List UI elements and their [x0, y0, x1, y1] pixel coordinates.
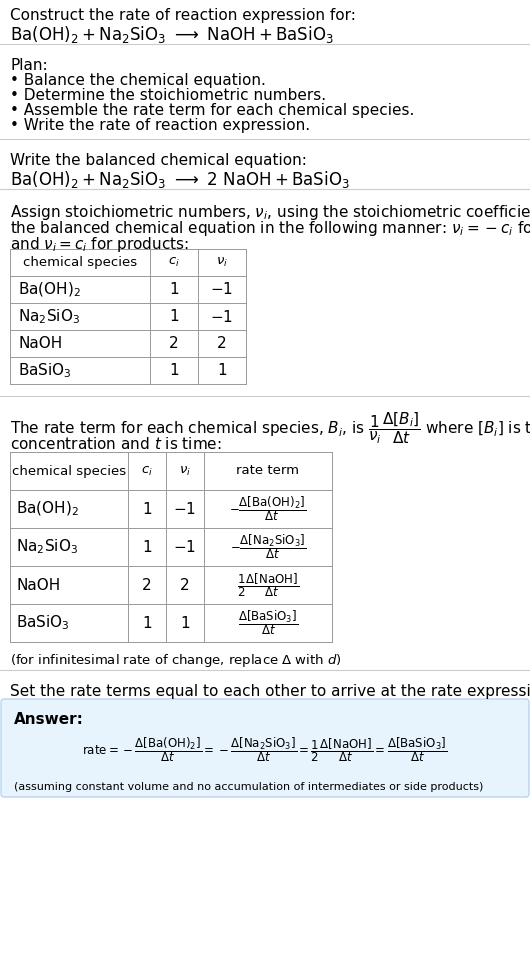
Text: $\dfrac{\Delta[\mathrm{BaSiO_3}]}{\Delta t}$: $\dfrac{\Delta[\mathrm{BaSiO_3}]}{\Delta… [238, 609, 298, 637]
Text: Write the balanced chemical equation:: Write the balanced chemical equation: [10, 153, 307, 168]
Text: The rate term for each chemical species, $B_i$, is $\dfrac{1}{\nu_i}\dfrac{\Delt: The rate term for each chemical species,… [10, 410, 530, 446]
Text: • Balance the chemical equation.: • Balance the chemical equation. [10, 73, 266, 88]
Text: 1: 1 [169, 363, 179, 378]
Text: $-1$: $-1$ [210, 308, 234, 324]
Text: 1: 1 [142, 616, 152, 630]
Text: $\mathrm{Ba(OH)_2 + Na_2SiO_3 \ \longrightarrow \ NaOH + BaSiO_3}$: $\mathrm{Ba(OH)_2 + Na_2SiO_3 \ \longrig… [10, 24, 334, 45]
Text: NaOH: NaOH [18, 336, 62, 351]
Text: $\dfrac{1}{2}\dfrac{\Delta[\mathrm{NaOH}]}{\Delta t}$: $\dfrac{1}{2}\dfrac{\Delta[\mathrm{NaOH}… [237, 571, 299, 599]
Text: rate term: rate term [236, 465, 299, 477]
Text: Set the rate terms equal to each other to arrive at the rate expression:: Set the rate terms equal to each other t… [10, 684, 530, 699]
Text: 1: 1 [180, 616, 190, 630]
Text: • Assemble the rate term for each chemical species.: • Assemble the rate term for each chemic… [10, 103, 414, 118]
Text: $\nu_i$: $\nu_i$ [216, 256, 228, 269]
Text: NaOH: NaOH [16, 578, 60, 592]
Text: 1: 1 [142, 540, 152, 554]
Text: 2: 2 [142, 578, 152, 592]
Text: chemical species: chemical species [12, 465, 126, 477]
Text: $-1$: $-1$ [173, 501, 197, 517]
Text: 1: 1 [217, 363, 227, 378]
Text: (for infinitesimal rate of change, replace $\Delta$ with $d$): (for infinitesimal rate of change, repla… [10, 652, 342, 669]
Text: concentration and $t$ is time:: concentration and $t$ is time: [10, 436, 222, 452]
Text: $\mathrm{Ba(OH)_2}$: $\mathrm{Ba(OH)_2}$ [16, 500, 79, 518]
Text: 2: 2 [180, 578, 190, 592]
Text: $\mathrm{Ba(OH)_2 + Na_2SiO_3 \ \longrightarrow \ 2 \ NaOH + BaSiO_3}$: $\mathrm{Ba(OH)_2 + Na_2SiO_3 \ \longrig… [10, 169, 350, 190]
Text: • Write the rate of reaction expression.: • Write the rate of reaction expression. [10, 118, 310, 133]
Text: Assign stoichiometric numbers, $\nu_i$, using the stoichiometric coefficients, $: Assign stoichiometric numbers, $\nu_i$, … [10, 203, 530, 222]
Text: chemical species: chemical species [23, 256, 137, 269]
Text: $-\dfrac{\Delta[\mathrm{Na_2SiO_3}]}{\Delta t}$: $-\dfrac{\Delta[\mathrm{Na_2SiO_3}]}{\De… [230, 533, 306, 561]
FancyBboxPatch shape [1, 699, 529, 797]
Text: and $\nu_i = c_i$ for products:: and $\nu_i = c_i$ for products: [10, 235, 189, 254]
Text: 2: 2 [169, 336, 179, 351]
Text: $\mathrm{rate} = -\dfrac{\Delta[\mathrm{Ba(OH)_2}]}{\Delta t} = -\dfrac{\Delta[\: $\mathrm{rate} = -\dfrac{\Delta[\mathrm{… [82, 736, 448, 764]
Text: $-1$: $-1$ [173, 539, 197, 555]
Text: Answer:: Answer: [14, 712, 84, 727]
Text: $c_i$: $c_i$ [168, 256, 180, 269]
Text: (assuming constant volume and no accumulation of intermediates or side products): (assuming constant volume and no accumul… [14, 782, 483, 792]
Text: • Determine the stoichiometric numbers.: • Determine the stoichiometric numbers. [10, 88, 326, 103]
Text: $\mathrm{BaSiO_3}$: $\mathrm{BaSiO_3}$ [18, 361, 72, 380]
Text: the balanced chemical equation in the following manner: $\nu_i = -c_i$ for react: the balanced chemical equation in the fo… [10, 219, 530, 238]
Text: Plan:: Plan: [10, 58, 48, 73]
Text: $-1$: $-1$ [210, 281, 234, 298]
Text: $c_i$: $c_i$ [141, 465, 153, 477]
Text: 1: 1 [169, 309, 179, 324]
Text: $-\dfrac{\Delta[\mathrm{Ba(OH)_2}]}{\Delta t}$: $-\dfrac{\Delta[\mathrm{Ba(OH)_2}]}{\Del… [229, 495, 307, 523]
Text: 2: 2 [217, 336, 227, 351]
Text: $\mathrm{Na_2SiO_3}$: $\mathrm{Na_2SiO_3}$ [16, 538, 78, 556]
Text: Construct the rate of reaction expression for:: Construct the rate of reaction expressio… [10, 8, 356, 23]
Text: 1: 1 [142, 502, 152, 516]
Text: $\mathrm{Ba(OH)_2}$: $\mathrm{Ba(OH)_2}$ [18, 280, 81, 299]
Text: $\mathrm{Na_2SiO_3}$: $\mathrm{Na_2SiO_3}$ [18, 307, 80, 326]
Text: $\mathrm{BaSiO_3}$: $\mathrm{BaSiO_3}$ [16, 614, 70, 632]
Text: 1: 1 [169, 282, 179, 297]
Text: $\nu_i$: $\nu_i$ [179, 465, 191, 477]
